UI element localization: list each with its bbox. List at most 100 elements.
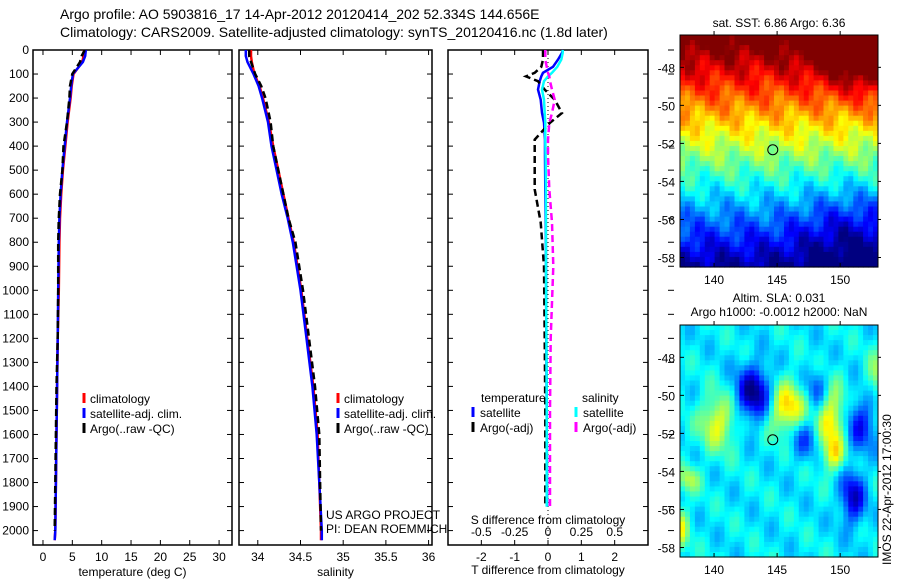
heatmap-cell [813,95,820,102]
heatmap-cell [734,496,740,503]
heatmap-cell [808,105,815,112]
heatmap-cell [714,456,721,462]
heatmap-cell [793,506,800,513]
heatmap-cell [704,80,711,86]
heatmap-cell [838,436,844,442]
heatmap-cell [699,340,706,346]
heatmap-cell [798,196,805,202]
heatmap-cell [793,125,800,132]
heatmap-cell [803,546,810,553]
heatmap-cell [873,451,879,457]
heatmap-cell [798,40,805,46]
heatmap-cell [798,95,805,102]
heatmap-cell [719,390,726,397]
heatmap-cell [808,216,815,223]
heatmap-cell [793,151,800,157]
heatmap-cell [719,236,726,243]
heatmap-cell [858,216,864,223]
heatmap-cell [744,166,750,172]
heatmap-cell [803,451,810,457]
heatmap-cell [729,256,735,263]
argo-location-marker [767,144,779,156]
heatmap-cell [858,35,864,41]
heatmap-cell [793,375,800,381]
heatmap-cell [803,425,810,432]
heatmap-cell [838,400,844,407]
heatmap-cell [764,425,770,432]
heatmap-cell [843,511,849,518]
heatmap-cell [784,80,790,86]
heatmap-cell [788,75,795,81]
heatmap-cell [868,206,874,213]
heatmap-cell [734,105,740,112]
heatmap-cell [699,85,706,91]
heatmap-cell [808,50,815,56]
heatmap-cell [769,521,775,528]
heatmap-cell [833,40,839,46]
heatmap-cell [709,115,716,122]
heatmap-cell [813,50,820,56]
heatmap-cell [779,405,785,412]
heatmap-cell [838,251,844,258]
pi-annotation: PI: DEAN ROEMMICH [326,522,447,536]
heatmap-cell [779,40,785,46]
heatmap-cell [774,390,780,397]
heatmap-cell [739,511,745,518]
heatmap-cell [828,471,834,477]
heatmap-cell [779,140,785,147]
heatmap-cell [714,325,721,331]
heatmap-cell [843,75,849,81]
heatmap-cell [685,400,691,407]
heatmap-cell [868,365,874,371]
heatmap-cell [694,360,701,366]
heatmap-cell [704,90,711,97]
heatmap-cell [818,125,825,132]
heatmap-cell [848,511,854,518]
heatmap-cell [818,45,825,51]
heatmap-cell [779,206,785,213]
heatmap-cell [823,186,829,192]
heatmap-cell [759,65,765,71]
heatmap-cell [798,501,805,508]
heatmap-cell [853,345,859,351]
heatmap-cell [734,35,740,41]
heatmap-cell [694,506,701,513]
heatmap-cell [788,491,795,497]
heatmap-cell [779,236,785,243]
heatmap-cell [843,161,849,167]
heatmap-cell [754,526,760,533]
heatmap-cell [729,171,735,177]
heatmap-cell [709,181,716,187]
heatmap-cell [769,355,775,361]
heatmap-cell [699,221,706,228]
heatmap-cell [818,491,825,497]
heatmap-cell [689,541,696,548]
heatmap-cell [729,536,735,543]
heatmap-cell [788,360,795,366]
heatmap-cell [759,55,765,61]
heatmap-cell [779,486,785,492]
heatmap-cell [734,256,740,263]
heatmap-cell [704,536,711,543]
heatmap-cell [853,350,859,356]
heatmap-cell [808,125,815,132]
heatmap-cell [823,171,829,177]
heatmap-cell [868,130,874,137]
heatmap-cell [694,186,701,192]
heatmap-cell [689,552,696,558]
heatmap-cell [863,345,869,351]
heatmap-cell [788,405,795,412]
heatmap-cell [863,360,869,366]
heatmap-cell [848,125,854,132]
heatmap-cell [724,410,730,417]
heatmap-cell [714,181,721,187]
heatmap-cell [759,385,765,392]
heatmap-cell [699,420,706,427]
heatmap-cell [838,430,844,437]
heatmap-cell [868,370,874,376]
heatmap-cell [759,130,765,137]
heatmap-cell [704,526,711,533]
heatmap-cell [818,516,825,523]
heatmap-cell [774,120,780,127]
heatmap-cell [719,526,726,533]
